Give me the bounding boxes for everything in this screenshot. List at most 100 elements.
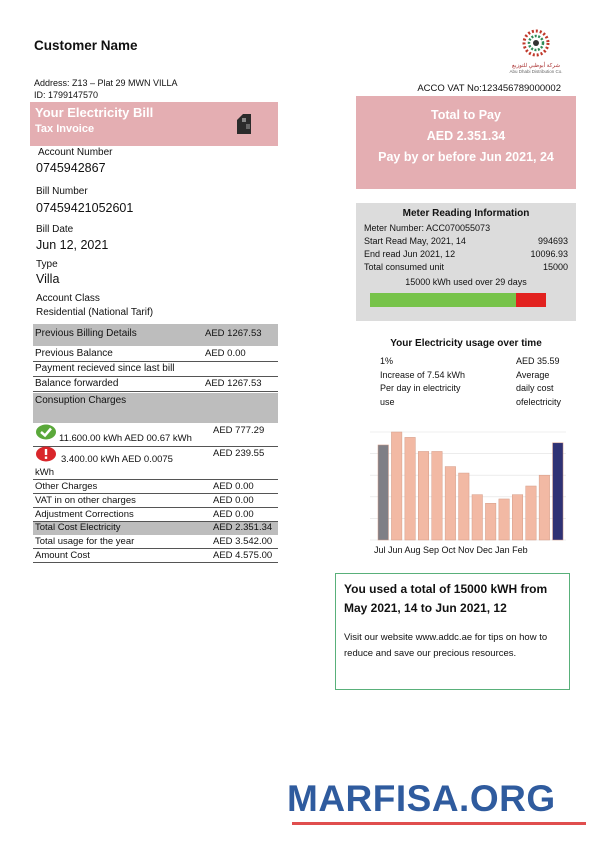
customer-name: Customer Name (34, 38, 138, 53)
table-row: Other Charges AED 0.00 (33, 481, 278, 494)
logo-english-text: Abu Dhabi Distribution Co. (509, 69, 563, 74)
account-number-label: Account Number (38, 147, 113, 158)
usage-increase-percent: 1% (380, 356, 394, 366)
payment-box: Total to Pay AED 2.351.34 Pay by or befo… (356, 96, 576, 189)
bill-number: 07459421052601 (36, 201, 134, 215)
bill-subtitle: Tax Invoice (35, 123, 95, 135)
summary-headline: You used a total of 15000 kWH from May 2… (344, 582, 548, 615)
table-row: Balance forwarded AED 1267.53 (33, 378, 278, 392)
account-class-label: Account Class (36, 293, 100, 304)
charge-tier-2-unit: kWh (35, 467, 54, 478)
logo-emblem-icon (522, 29, 550, 57)
chart-bar (431, 451, 443, 541)
other-charges-value: AED 0.00 (213, 481, 254, 492)
customer-id: ID: 1799147570 (34, 90, 99, 100)
previous-balance-label: Previous Balance (35, 348, 113, 359)
meter-used-text: 15000 kWh used over 29 days (405, 277, 527, 287)
chart-bar (458, 472, 470, 541)
chart-bar (377, 444, 389, 541)
vat-charges-value: AED 0.00 (213, 495, 254, 506)
meter-end-row: End read Jun 2021, 12 10096.93 (364, 249, 568, 259)
total-to-pay-label: Total to Pay (431, 108, 501, 122)
chart-bar (404, 437, 416, 541)
usage-increase-text-3: use (380, 396, 395, 407)
meter-reading-box: Meter Reading Information Meter Number: … (356, 203, 576, 321)
chart-bar (485, 503, 497, 541)
usage-bar-chart (370, 431, 566, 541)
customer-address: Address: Z13 – Plat 29 MWN VILLA (34, 78, 178, 88)
alert-icon (36, 446, 56, 462)
watermark-underline (292, 822, 586, 825)
chart-month-labels: Jul Jun Aug Sep Oct Nov Dec Jan Feb (374, 545, 528, 555)
charge-tier-1-value: AED 777.29 (213, 425, 265, 436)
vat-number: ACCO VAT No:123456789000002 (417, 83, 561, 94)
table-row: Payment recieved since last bill (33, 363, 278, 377)
chart-bar (498, 498, 510, 541)
chart-bar (418, 451, 430, 541)
chart-bar (391, 431, 403, 541)
chart-bar (512, 494, 524, 541)
meter-title: Meter Reading Information (402, 208, 530, 219)
vat-charges-label: VAT in on other charges (35, 495, 136, 506)
meter-number: Meter Number: ACC070055073 (364, 223, 491, 233)
consumption-charges-header: Consuption Charges (33, 393, 278, 423)
adjustment-value: AED 0.00 (213, 509, 254, 520)
average-daily-cost: AED 35.59 (516, 356, 560, 366)
amount-cost-value: AED 4.575.00 (213, 550, 273, 561)
meter-usage-bar-green (370, 293, 516, 307)
usage-increase-note: 1% Increase of 7.54 kWh Per day in elect… (380, 355, 490, 409)
meter-total-label: Total consumed unit (364, 262, 445, 272)
table-row: Previous Balance AED 0.00 (33, 348, 278, 362)
average-cost-text-2: daily cost (516, 383, 554, 393)
meter-start-value: 994693 (537, 236, 568, 246)
previous-billing-label: Previous Billing Details (35, 328, 137, 339)
summary-box: You used a total of 15000 kWH from May 2… (335, 573, 570, 690)
meter-total-value: 15000 (542, 262, 568, 272)
meter-end-label: End read Jun 2021, 12 (364, 249, 456, 259)
meter-usage-bar-red (516, 293, 546, 307)
usage-title: Your Electricity usage over time (390, 338, 542, 349)
average-cost-text-3: ofelectricity (516, 396, 562, 407)
total-amount: AED 2.351.34 (426, 129, 506, 143)
year-usage-value: AED 3.542.00 (213, 536, 273, 547)
meter-total-row: Total consumed unit 15000 (364, 262, 568, 272)
summary-body: Visit our website www.addc.ae for tips o… (344, 632, 548, 659)
chart-bar (552, 442, 564, 541)
other-charges-label: Other Charges (35, 481, 98, 492)
account-number: 0745942867 (36, 161, 106, 175)
chart-bar (538, 474, 550, 541)
previous-balance-value: AED 0.00 (205, 348, 246, 359)
table-row: Total usage for the year AED 3.542.00 (33, 536, 278, 549)
chart-bar (471, 494, 483, 541)
previous-billing-value: AED 1267.53 (205, 328, 262, 339)
check-icon (36, 424, 56, 440)
average-cost-text: Average (516, 369, 550, 380)
bill-date: Jun 12, 2021 (36, 238, 109, 252)
total-cost-value: AED 2.351.34 (213, 522, 273, 533)
company-logo: شركة أبوظبي للتوزيع Abu Dhabi Distributi… (500, 28, 572, 78)
meter-end-value: 10096.93 (530, 249, 568, 259)
account-class: Residential (National Tarif) (36, 307, 154, 318)
amount-cost-label: Amount Cost (35, 550, 90, 561)
bulb-icon (233, 112, 255, 136)
bill-date-label: Bill Date (36, 224, 74, 235)
type-label: Type (36, 259, 58, 270)
total-cost-label: Total Cost Electricity (35, 522, 121, 533)
total-cost-row: Total Cost Electricity AED 2.351.34 (33, 522, 278, 535)
adjustment-label: Adjustment Corrections (35, 509, 134, 520)
meter-start-label: Start Read May, 2021, 14 (364, 236, 466, 246)
balance-forwarded-label: Balance forwarded (35, 378, 119, 389)
chart-bar (444, 466, 456, 541)
table-row: Amount Cost AED 4.575.00 (33, 550, 278, 563)
charge-tier-1: 11.600.00 kWh AED 00.67 kWh (59, 433, 192, 444)
table-row: 11.600.00 kWh AED 00.67 kWh AED 777.29 (33, 424, 278, 447)
bill-banner: Your Electricity Bill Tax Invoice (30, 102, 278, 146)
customer-address-block: Address: Z13 – Plat 29 MWN VILLA ID: 179… (34, 77, 178, 101)
year-usage-label: Total usage for the year (35, 536, 135, 547)
consumption-charges-label: Consuption Charges (35, 395, 127, 406)
payment-received-label: Payment recieved since last bill (35, 363, 175, 374)
account-type: Villa (36, 272, 60, 286)
balance-forwarded-value: AED 1267.53 (205, 378, 262, 389)
bill-number-label: Bill Number (36, 186, 88, 197)
due-date: Pay by or before Jun 2021, 24 (378, 150, 554, 164)
